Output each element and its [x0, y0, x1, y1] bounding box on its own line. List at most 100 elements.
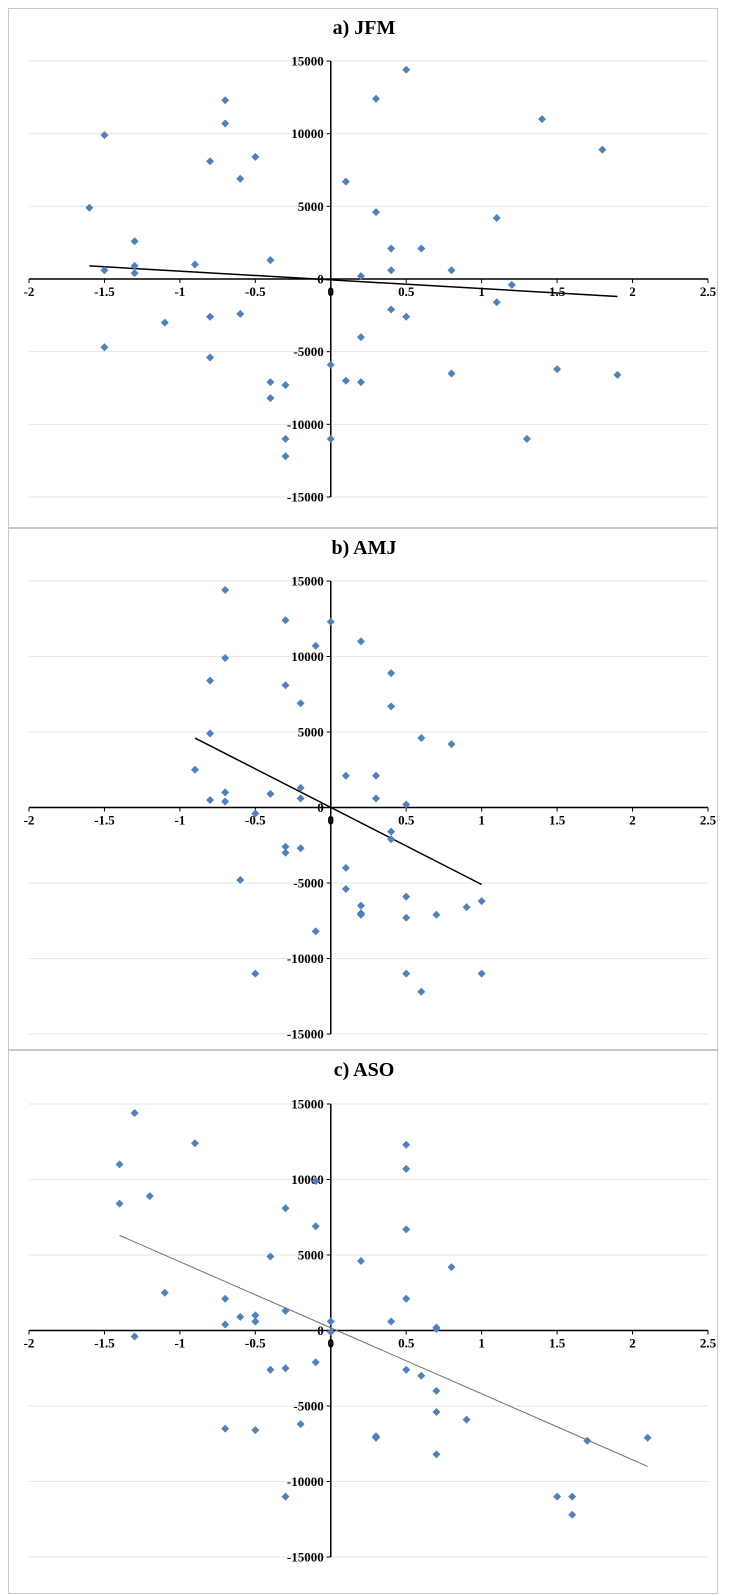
data-point-aso-24: [326, 1317, 335, 1326]
data-point-jfm-28: [356, 333, 365, 342]
data-point-jfm-36: [402, 312, 411, 321]
x-tick-label-amj-1: -1.5: [94, 813, 115, 828]
data-point-jfm-0: [85, 203, 94, 212]
data-point-amj-20: [311, 641, 320, 650]
data-point-amj-40: [417, 734, 426, 743]
x-tick-label-aso-2: -1: [174, 1336, 185, 1351]
data-point-aso-44: [568, 1492, 577, 1501]
data-point-aso-46: [583, 1436, 592, 1445]
data-point-amj-22: [326, 617, 335, 626]
data-point-jfm-22: [281, 452, 290, 461]
data-point-jfm-6: [130, 269, 139, 278]
x-tick-label-amj-8: 2: [629, 813, 636, 828]
data-point-amj-3: [206, 795, 215, 804]
data-point-amj-44: [462, 903, 471, 912]
x-tick-label-amj-0: -2: [24, 813, 35, 828]
data-point-aso-0: [115, 1160, 124, 1169]
data-point-jfm-13: [221, 119, 230, 128]
data-point-amj-33: [387, 702, 396, 711]
data-point-amj-18: [296, 794, 305, 803]
x-tick-label-aso-7: 1.5: [549, 1336, 566, 1351]
x-tick-label-jfm-4: 0: [328, 284, 335, 299]
y-tick-label-amj-4: -5000: [293, 876, 323, 891]
data-point-aso-22: [311, 1222, 320, 1231]
data-point-amj-46: [477, 969, 486, 978]
x-tick-label-aso-4: 0: [328, 1336, 335, 1351]
x-tick-label-amj-4: 0: [328, 813, 335, 828]
data-point-jfm-26: [341, 376, 350, 385]
data-point-amj-41: [417, 987, 426, 996]
data-point-jfm-40: [492, 213, 501, 222]
data-point-aso-35: [417, 1371, 426, 1380]
data-point-jfm-23: [326, 360, 335, 369]
data-point-aso-39: [432, 1408, 441, 1417]
scatter-plot-jfm: -2-1.5-1-0.500.511.522.5150001000050000-…: [24, 54, 717, 505]
data-point-aso-40: [432, 1450, 441, 1459]
y-tick-label-aso-6: -15000: [287, 1550, 324, 1565]
data-point-aso-21: [311, 1177, 320, 1186]
data-point-amj-24: [341, 863, 350, 872]
data-point-aso-3: [130, 1332, 139, 1341]
data-point-jfm-21: [281, 434, 290, 443]
data-point-amj-27: [356, 901, 365, 910]
data-point-amj-26: [356, 637, 365, 646]
data-point-amj-9: [251, 809, 260, 818]
data-point-jfm-33: [387, 266, 396, 275]
data-point-amj-21: [311, 927, 320, 936]
data-point-amj-45: [477, 897, 486, 906]
data-point-aso-17: [281, 1306, 290, 1315]
x-tick-label-amj-7: 1.5: [549, 813, 566, 828]
data-point-amj-0: [190, 765, 199, 774]
data-point-jfm-7: [160, 318, 169, 327]
x-tick-label-jfm-6: 1: [478, 284, 485, 299]
data-point-amj-10: [251, 969, 260, 978]
data-point-aso-9: [221, 1424, 230, 1433]
x-tick-label-aso-9: 2.5: [700, 1336, 717, 1351]
data-point-amj-8: [236, 875, 245, 884]
x-tick-label-aso-5: 0.5: [398, 1336, 415, 1351]
data-point-amj-31: [372, 794, 381, 803]
data-point-aso-1: [115, 1199, 124, 1208]
x-tick-label-amj-6: 1: [478, 813, 485, 828]
data-point-amj-39: [402, 969, 411, 978]
data-point-aso-28: [372, 1433, 381, 1442]
data-point-aso-30: [402, 1140, 411, 1149]
data-point-amj-15: [281, 848, 290, 857]
data-point-aso-5: [160, 1288, 169, 1297]
data-point-jfm-45: [553, 365, 562, 374]
chart-title-jfm: a) JFM: [332, 17, 396, 39]
data-point-aso-33: [402, 1294, 411, 1303]
data-point-aso-11: [251, 1311, 260, 1320]
data-point-jfm-20: [281, 381, 290, 390]
data-point-aso-6: [190, 1139, 199, 1148]
data-point-aso-14: [266, 1252, 275, 1261]
data-point-jfm-15: [236, 309, 245, 318]
data-point-amj-38: [402, 913, 411, 922]
data-point-jfm-14: [236, 174, 245, 183]
data-point-amj-36: [402, 800, 411, 809]
data-point-amj-13: [281, 681, 290, 690]
chart-title-amj: b) AMJ: [331, 537, 397, 559]
data-point-jfm-44: [538, 115, 547, 124]
y-tick-label-amj-0: 15000: [291, 574, 324, 589]
x-tick-label-aso-6: 1: [478, 1336, 485, 1351]
data-point-amj-16: [296, 699, 305, 708]
data-point-jfm-11: [206, 353, 215, 362]
data-point-aso-45: [568, 1510, 577, 1519]
data-point-jfm-5: [130, 261, 139, 270]
data-point-jfm-9: [206, 157, 215, 166]
data-point-jfm-42: [507, 280, 516, 289]
y-tick-label-aso-2: 5000: [298, 1248, 324, 1263]
data-point-amj-19: [296, 844, 305, 853]
data-point-jfm-18: [266, 378, 275, 387]
data-point-jfm-30: [372, 94, 381, 103]
data-point-amj-1: [206, 676, 215, 685]
data-point-amj-2: [206, 729, 215, 738]
data-point-aso-34: [402, 1365, 411, 1374]
data-point-amj-32: [387, 669, 396, 678]
y-tick-label-jfm-5: -10000: [287, 417, 324, 432]
y-tick-label-aso-1: 10000: [291, 1172, 324, 1187]
data-point-jfm-8: [190, 260, 199, 269]
data-point-aso-31: [402, 1164, 411, 1173]
